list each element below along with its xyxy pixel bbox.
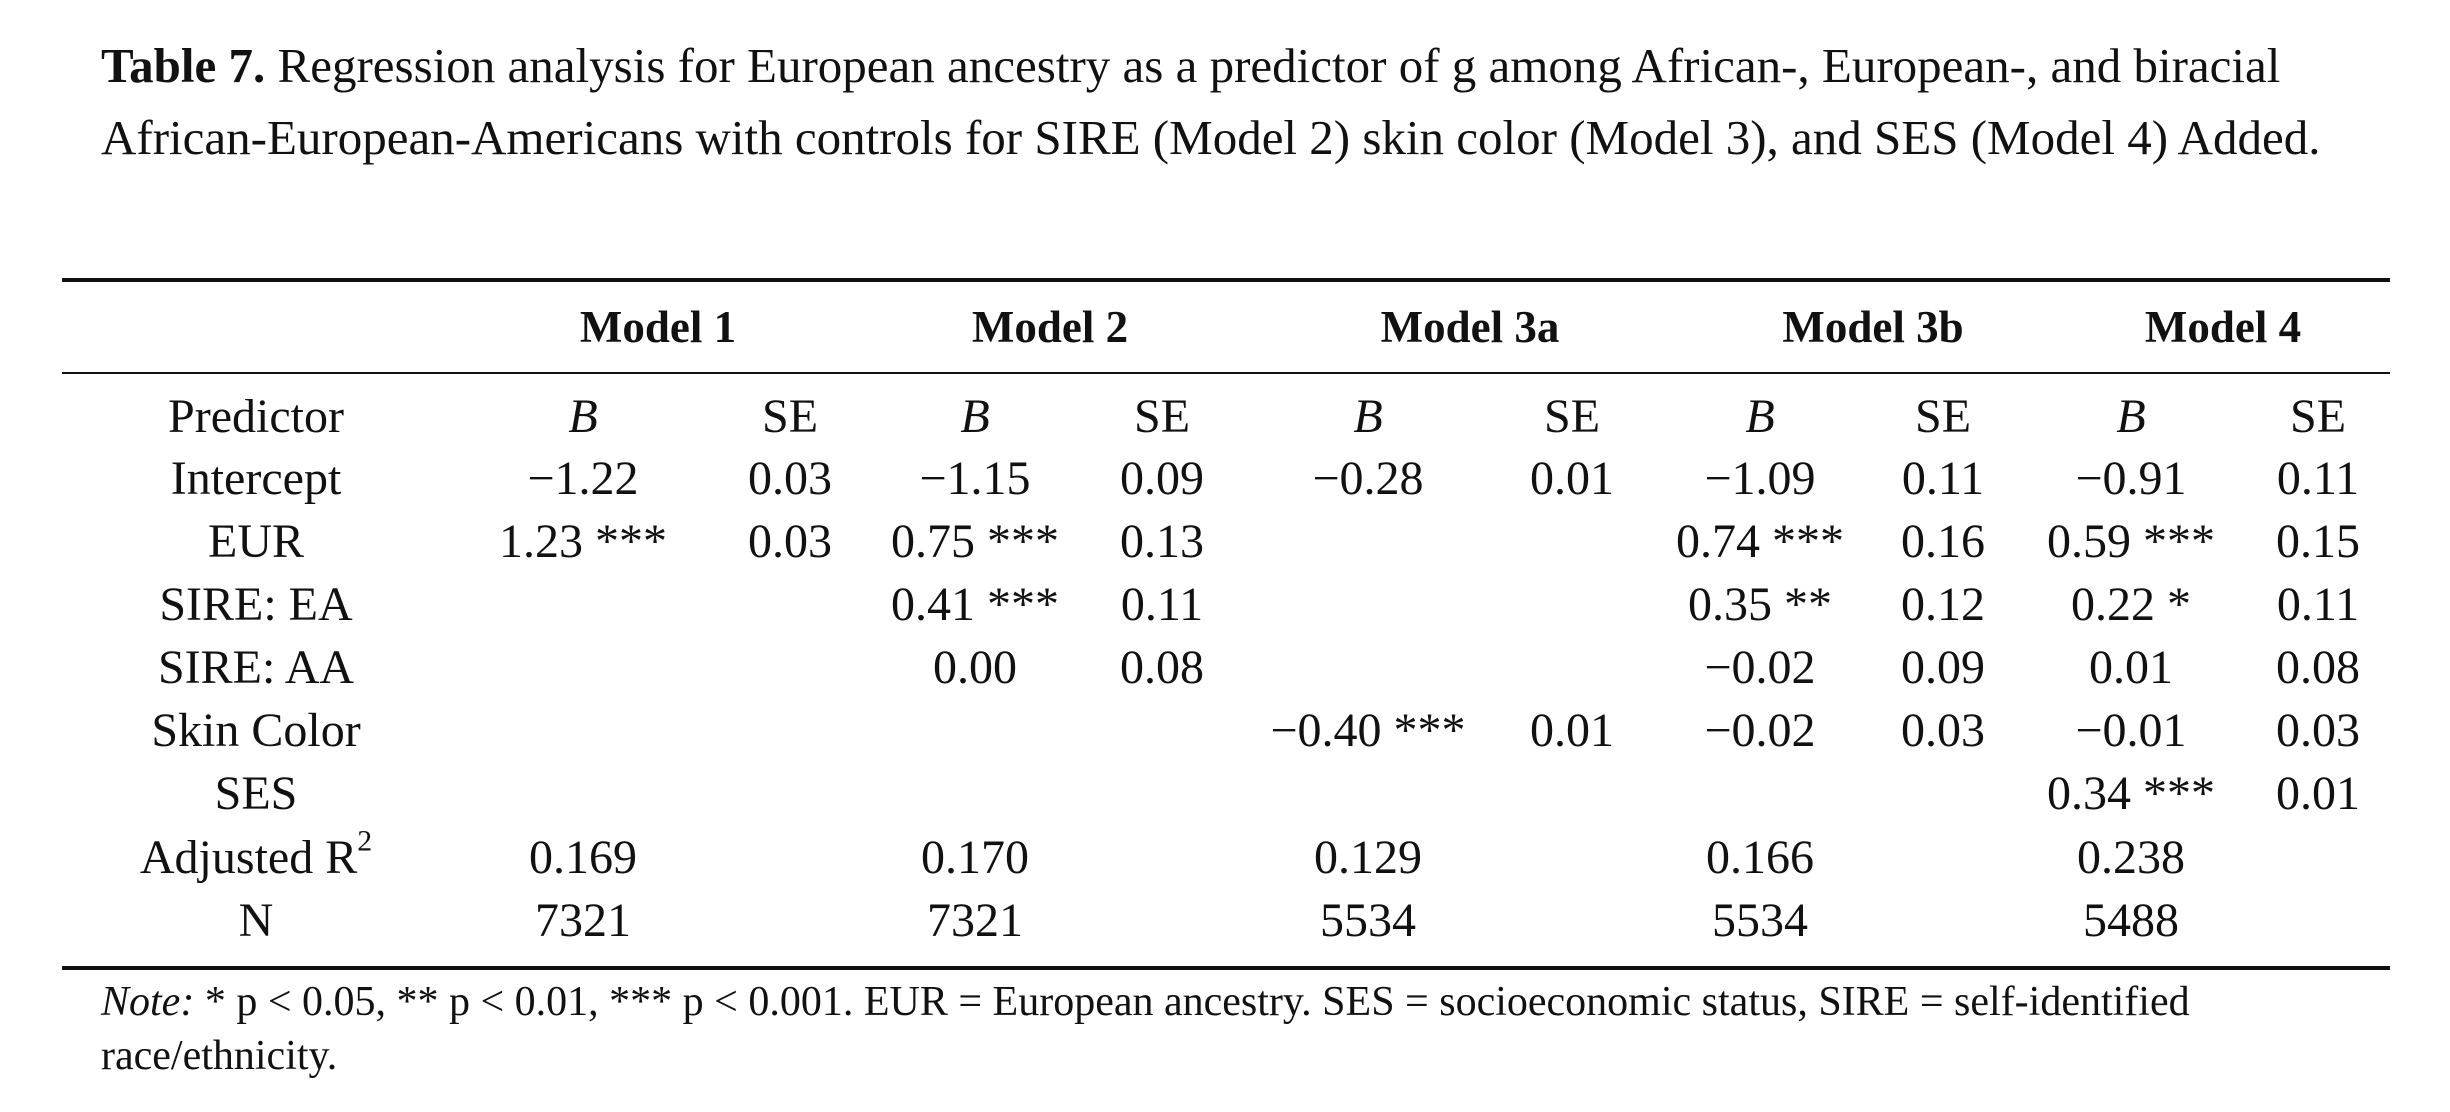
table-cell: 0.169 bbox=[529, 831, 637, 884]
table-cell: 0.74 *** bbox=[1676, 515, 1844, 568]
table-cell: 0.129 bbox=[1314, 831, 1422, 884]
note-text: * p < 0.05, ** p < 0.01, *** p < 0.001. … bbox=[101, 979, 2190, 1079]
table-cell: 7321 bbox=[927, 894, 1023, 947]
table-cell: 0.238 bbox=[2077, 831, 2185, 884]
table-cell: 0.03 bbox=[748, 515, 832, 568]
column-header-predictor: Predictor bbox=[168, 390, 344, 443]
table-cell: 0.09 bbox=[1120, 452, 1204, 505]
row-label: Skin Color bbox=[151, 704, 361, 757]
row-label-text: Adjusted R bbox=[139, 831, 358, 884]
bottom-rule bbox=[62, 966, 2390, 970]
table-caption: Table 7. Regression analysis for Europea… bbox=[101, 30, 2371, 174]
table-cell: 0.15 bbox=[2276, 515, 2360, 568]
column-header-se: SE bbox=[1914, 390, 1972, 443]
table-cell: 0.41 *** bbox=[891, 578, 1059, 631]
column-header-b: B bbox=[1353, 390, 1383, 443]
table-cell: −1.09 bbox=[1704, 452, 1816, 505]
header-rule bbox=[62, 372, 2390, 374]
table-cell: 0.59 *** bbox=[2047, 515, 2215, 568]
table-cell: 0.13 bbox=[1120, 515, 1204, 568]
table-cell: −0.02 bbox=[1704, 704, 1816, 757]
model-heading-1: Model 1 bbox=[579, 302, 737, 352]
table-cell: 0.12 bbox=[1901, 578, 1985, 631]
model-heading-5: Model 4 bbox=[2144, 302, 2302, 352]
row-label: Adjusted R2 bbox=[139, 824, 373, 889]
model-heading-3: Model 3a bbox=[1380, 302, 1560, 352]
table-cell: 0.09 bbox=[1901, 641, 1985, 694]
table-label: Table 7. bbox=[101, 38, 266, 93]
table-cell: −0.02 bbox=[1704, 641, 1816, 694]
table-cell: 0.11 bbox=[1901, 452, 1985, 505]
table-cell: 0.11 bbox=[2276, 578, 2360, 631]
table-cell: 0.01 bbox=[2276, 767, 2360, 820]
row-label: EUR bbox=[208, 515, 304, 568]
table-cell: 0.170 bbox=[921, 831, 1029, 884]
table-cell: −1.15 bbox=[919, 452, 1031, 505]
row-label: N bbox=[238, 894, 274, 947]
table-cell: 0.22 * bbox=[2071, 578, 2191, 631]
column-header-se: SE bbox=[1543, 390, 1601, 443]
top-rule bbox=[62, 278, 2390, 282]
table-cell: −0.28 bbox=[1312, 452, 1424, 505]
row-label: SIRE: EA bbox=[159, 578, 353, 631]
table-cell: 0.00 bbox=[933, 641, 1017, 694]
model-heading-4: Model 3b bbox=[1782, 302, 1964, 352]
model-heading-2: Model 2 bbox=[971, 302, 1129, 352]
table-cell: −0.01 bbox=[2075, 704, 2187, 757]
table-cell: 0.03 bbox=[1901, 704, 1985, 757]
table-cell: 0.08 bbox=[1120, 641, 1204, 694]
table-cell: 0.34 *** bbox=[2047, 767, 2215, 820]
table-note: Note: * p < 0.05, ** p < 0.01, *** p < 0… bbox=[101, 975, 2381, 1083]
table-cell: 0.35 ** bbox=[1688, 578, 1832, 631]
column-header-se: SE bbox=[761, 390, 819, 443]
table-cell: 0.08 bbox=[2276, 641, 2360, 694]
table-cell: 0.16 bbox=[1901, 515, 1985, 568]
column-header-b: B bbox=[2116, 390, 2146, 443]
note-lead: Note: bbox=[101, 979, 195, 1025]
row-label: SES bbox=[214, 767, 298, 820]
caption-text: Regression analysis for European ancestr… bbox=[101, 38, 2321, 165]
r-squared-superscript: 2 bbox=[357, 824, 373, 858]
row-label: SIRE: AA bbox=[157, 641, 355, 694]
table-cell: 7321 bbox=[535, 894, 631, 947]
table-cell: 0.01 bbox=[1530, 452, 1614, 505]
column-header-se: SE bbox=[2289, 390, 2347, 443]
table-cell: 0.11 bbox=[2276, 452, 2360, 505]
table-cell: 0.01 bbox=[2089, 641, 2173, 694]
table-cell: 0.75 *** bbox=[891, 515, 1059, 568]
table-cell: 5534 bbox=[1712, 894, 1808, 947]
column-header-se: SE bbox=[1133, 390, 1191, 443]
table-cell: 0.01 bbox=[1530, 704, 1614, 757]
row-label: Intercept bbox=[170, 452, 342, 505]
table-cell: 5534 bbox=[1320, 894, 1416, 947]
column-header-b: B bbox=[960, 390, 990, 443]
table-cell: −0.40 *** bbox=[1270, 704, 1466, 757]
table-cell: 0.03 bbox=[2276, 704, 2360, 757]
table-cell: 0.166 bbox=[1706, 831, 1814, 884]
table-cell: 5488 bbox=[2083, 894, 2179, 947]
column-header-b: B bbox=[568, 390, 598, 443]
table-cell: 0.03 bbox=[748, 452, 832, 505]
table-cell: −1.22 bbox=[527, 452, 639, 505]
table-cell: 0.11 bbox=[1120, 578, 1204, 631]
table-cell: −0.91 bbox=[2075, 452, 2187, 505]
column-header-b: B bbox=[1745, 390, 1775, 443]
table-cell: 1.23 *** bbox=[499, 515, 667, 568]
